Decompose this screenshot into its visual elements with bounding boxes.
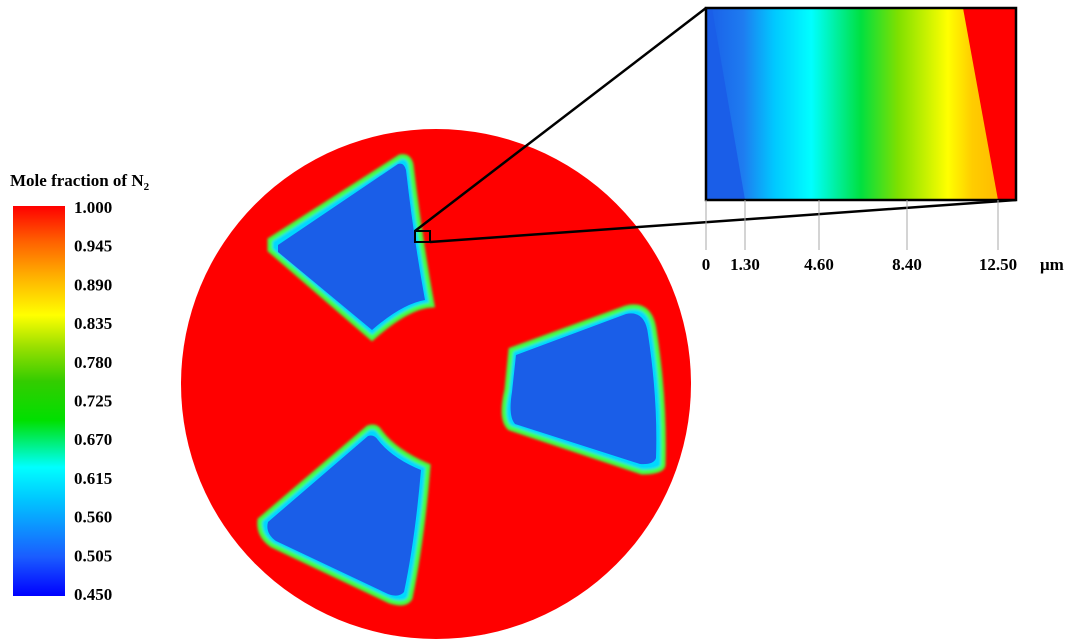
inset-axis-unit: μm: [1040, 255, 1064, 274]
colorbar-tick-label: 1.000: [74, 198, 112, 217]
inset-right-band: [963, 8, 1016, 200]
colorbar-gradient: [13, 206, 65, 596]
colorbar-tick-label: 0.780: [74, 353, 112, 372]
colorbar-tick-label: 0.890: [74, 275, 112, 294]
colorbar-tick-label: 0.505: [74, 546, 112, 565]
inset-tick-label: 1.30: [730, 255, 760, 274]
colorbar-tick-label: 0.725: [74, 392, 112, 411]
mole-fraction-disk: [181, 129, 691, 639]
colorbar-tick-label: 0.670: [74, 430, 112, 449]
colorbar: Mole fraction of N2 1.000 0.945 0.890 0.835…: [10, 171, 150, 604]
zoom-lines: [414, 7, 1017, 244]
colorbar-tick-label: 0.945: [74, 237, 112, 256]
inset-axis: 0 1.30 4.60 8.40 12.50: [702, 200, 1017, 274]
colorbar-tick-label: 0.615: [74, 469, 112, 488]
inset-tick-label: 0: [702, 255, 711, 274]
zoom-marker: [414, 230, 431, 243]
colorbar-tick-label: 0.835: [74, 314, 112, 333]
inset-tick-label: 4.60: [804, 255, 834, 274]
colorbar-ticks: 1.000 0.945 0.890 0.835 0.780 0.725 0.670 0.615…: [74, 198, 112, 604]
inset-tick-label: 12.50: [979, 255, 1017, 274]
inset-left-band: [706, 8, 745, 200]
inset-zoom: 0 1.30 4.60 8.40 12.50 μm: [702, 6, 1064, 274]
pocket-right: [501, 304, 666, 475]
pocket-upper: [267, 154, 435, 342]
pocket-lower: [257, 424, 431, 606]
colorbar-title: Mole fraction of N2: [10, 171, 150, 193]
colorbar-tick-label: 0.450: [74, 585, 112, 604]
colorbar-tick-label: 0.560: [74, 508, 112, 527]
inset-tick-label: 8.40: [892, 255, 922, 274]
